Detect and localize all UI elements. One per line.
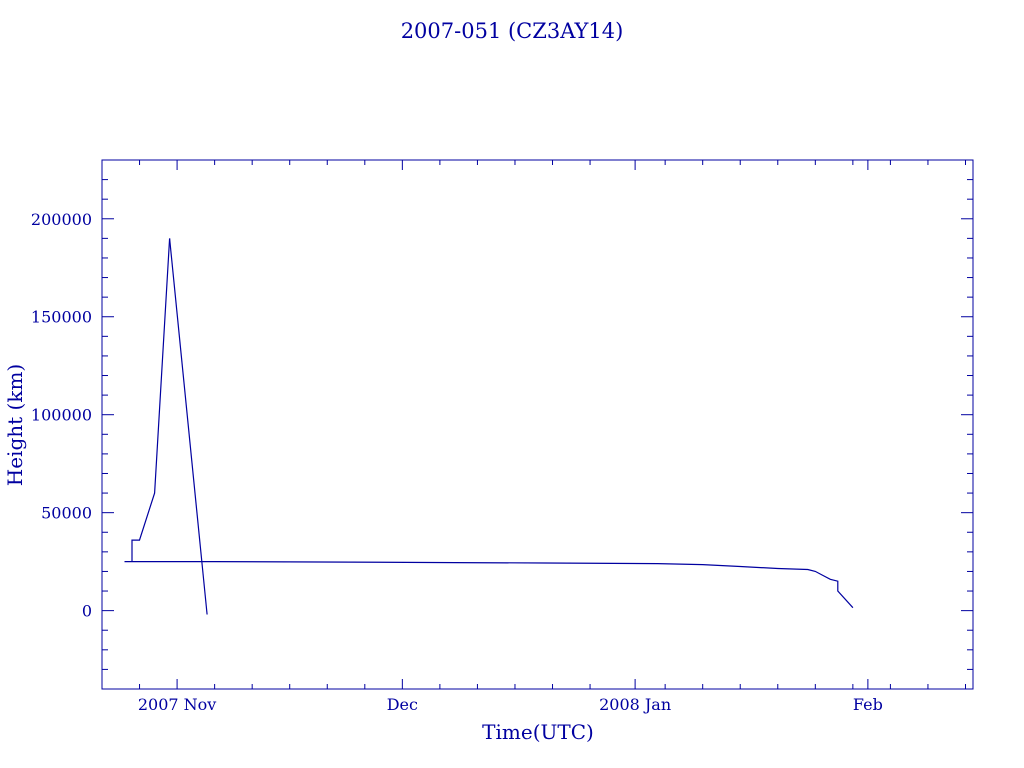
y-tick-label: 150000 — [31, 308, 92, 327]
y-tick-label: 100000 — [31, 406, 92, 425]
series-line-0 — [169, 238, 208, 615]
y-tick-label: 200000 — [31, 210, 92, 229]
y-axis-label: Height (km) — [3, 364, 27, 486]
series-line-1 — [124, 238, 854, 609]
plot-frame — [101, 159, 974, 690]
x-axis-tick-labels: 2007 Nov Dec 2008 Jan Feb — [138, 695, 883, 714]
x-axis-ticks — [101, 160, 966, 689]
y-axis-ticks — [102, 159, 973, 690]
x-tick-label: Feb — [853, 695, 883, 714]
chart-title: 2007-051 (CZ3AY14) — [401, 19, 624, 43]
y-tick-label: 50000 — [41, 504, 92, 523]
x-tick-label: Dec — [387, 695, 418, 714]
y-axis-tick-labels: 0 50000 100000 150000 200000 — [31, 210, 92, 621]
y-tick-label: 0 — [82, 602, 92, 621]
series-layer — [124, 238, 854, 615]
x-axis-label: Time(UTC) — [482, 720, 594, 744]
x-tick-label: 2008 Jan — [599, 695, 671, 714]
x-tick-label: 2007 Nov — [138, 695, 216, 714]
